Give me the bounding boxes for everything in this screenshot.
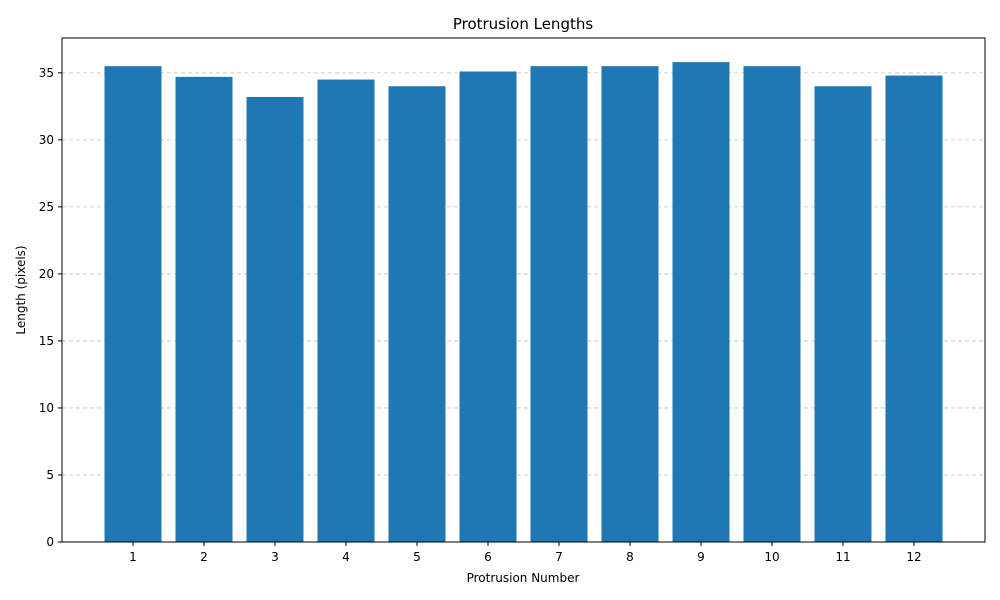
y-tick-label: 25 xyxy=(39,200,54,214)
bar-8 xyxy=(601,66,659,543)
bars xyxy=(104,62,943,543)
bar-9 xyxy=(672,62,730,543)
y-tick-label: 35 xyxy=(39,66,54,80)
bar-2 xyxy=(175,76,233,542)
chart-title: Protrusion Lengths xyxy=(453,15,594,33)
bar-1 xyxy=(104,66,162,543)
bar-7 xyxy=(530,66,588,543)
x-tick-label: 7 xyxy=(555,550,563,564)
plot-frame xyxy=(61,37,986,543)
y-tick-label: 15 xyxy=(39,334,54,348)
x-tick-label: 9 xyxy=(697,550,705,564)
x-tick-label: 4 xyxy=(342,550,350,564)
bar-11 xyxy=(814,86,872,543)
bar-6 xyxy=(459,71,517,543)
x-axis-label: Protrusion Number xyxy=(467,571,580,585)
x-tick-label: 10 xyxy=(764,550,779,564)
x-tick-label: 1 xyxy=(129,550,137,564)
x-tick-label: 8 xyxy=(626,550,634,564)
bar-3 xyxy=(246,96,304,542)
bar-10 xyxy=(743,66,801,543)
x-tick-label: 12 xyxy=(906,550,921,564)
y-tick-label: 20 xyxy=(39,267,54,281)
bar-4 xyxy=(317,79,375,542)
bar-5 xyxy=(388,86,446,543)
y-tick-label: 5 xyxy=(46,468,54,482)
x-tick-label: 5 xyxy=(413,550,421,564)
y-tick-label: 10 xyxy=(39,401,54,415)
y-axis-label: Length (pixels) xyxy=(14,245,28,334)
x-tick-label: 3 xyxy=(271,550,279,564)
y-tick-label: 30 xyxy=(39,133,54,147)
x-tick-label: 11 xyxy=(835,550,850,564)
x-axis-ticks: 1 2 3 4 5 6 7 8 9 10 11 12 xyxy=(129,542,922,564)
y-axis-ticks: 0 5 10 15 20 25 30 35 xyxy=(39,66,62,549)
x-tick-label: 6 xyxy=(484,550,492,564)
bar-12 xyxy=(885,75,943,542)
x-tick-label: 2 xyxy=(200,550,208,564)
y-tick-label: 0 xyxy=(46,535,54,549)
